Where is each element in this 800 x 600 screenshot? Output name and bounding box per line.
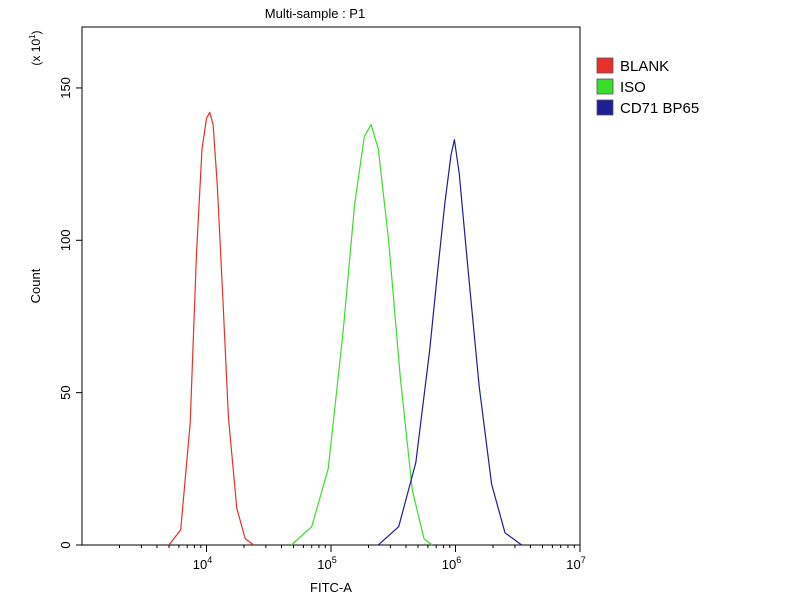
- y-tick-label: 100: [58, 229, 73, 251]
- x-tick-label: 107: [566, 555, 585, 572]
- y-tick-label: 0: [58, 541, 73, 548]
- legend-label: BLANK: [620, 58, 669, 75]
- y-axis-label: Count: [28, 268, 43, 303]
- chart-title: Multi-sample : P1: [265, 6, 365, 21]
- y-multiplier-prefix: (x 10: [29, 39, 43, 66]
- x-axis-label: FITC-A: [310, 580, 352, 595]
- x-tick-base: 10: [566, 557, 580, 572]
- y-tick-label: 150: [58, 77, 73, 99]
- legend-swatch: [596, 57, 614, 74]
- legend-label: CD71 BP65: [620, 100, 699, 117]
- y-multiplier-label: (x 101): [28, 30, 43, 65]
- legend: BLANK ISO CD71 BP65: [596, 57, 699, 117]
- series-line-iso: [290, 123, 433, 546]
- series-line-cd71-bp65: [377, 139, 523, 546]
- series-group: [168, 111, 523, 546]
- legend-swatch: [596, 99, 614, 116]
- x-axis: 104 105 106 107: [118, 545, 586, 572]
- x-tick-label: 104: [193, 555, 212, 572]
- series-line-blank: [168, 111, 255, 546]
- x-tick-label: 106: [442, 555, 461, 572]
- y-tick-label: 50: [58, 385, 73, 399]
- legend-label: ISO: [620, 79, 646, 96]
- y-multiplier-exp: 1: [28, 34, 37, 39]
- x-tick-base: 10: [317, 557, 331, 572]
- x-tick-exp: 7: [581, 555, 586, 565]
- x-tick-exp: 4: [207, 555, 212, 565]
- y-multiplier-suffix: ): [29, 30, 43, 34]
- x-tick-label: 105: [317, 555, 336, 572]
- plot-frame: [81, 26, 581, 546]
- x-tick-base: 10: [442, 557, 456, 572]
- x-tick-base: 10: [193, 557, 207, 572]
- x-tick-exp: 5: [332, 555, 337, 565]
- legend-swatch: [596, 78, 614, 95]
- y-axis: 0 50 100 150: [58, 77, 82, 549]
- x-tick-exp: 6: [456, 555, 461, 565]
